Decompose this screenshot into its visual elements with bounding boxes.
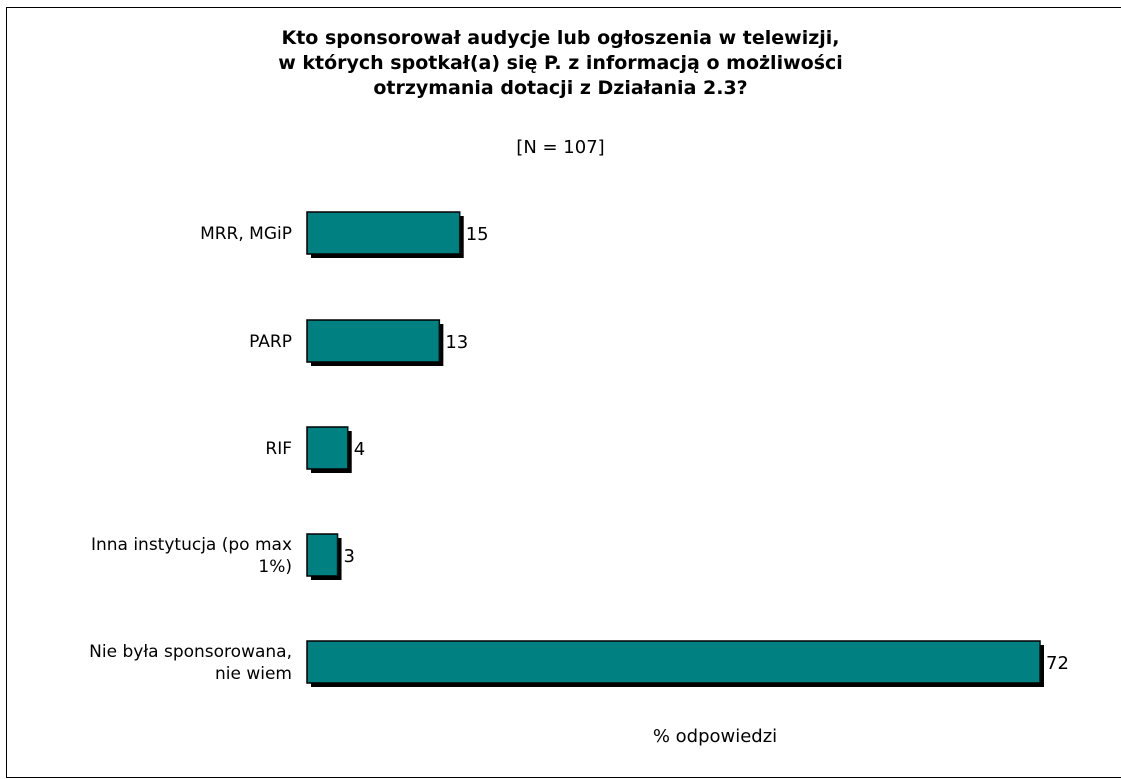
data-label: 3	[344, 546, 355, 567]
bar	[306, 533, 339, 577]
category-label: Nie była sponsorowana,	[89, 642, 292, 662]
data-label: 72	[1046, 653, 1069, 674]
data-label: 15	[466, 224, 489, 245]
bar	[306, 319, 441, 363]
category-label: MRR, MGiP	[200, 224, 292, 244]
chart-title-line-2: w których spotkał(a) się P. z informacją…	[278, 52, 843, 74]
category-label: PARP	[249, 332, 292, 352]
bar	[306, 211, 461, 255]
chart-frame	[6, 7, 1121, 778]
category-label: nie wiem	[215, 664, 292, 684]
data-label: 13	[445, 332, 468, 353]
category-label: Inna instytucja (po max	[91, 535, 292, 555]
bar	[306, 640, 1041, 684]
chart-subtitle: [N = 107]	[516, 137, 605, 158]
category-label: 1%)	[258, 557, 292, 577]
category-label: RIF	[265, 439, 292, 459]
chart-title-line-3: otrzymania dotacji z Działania 2.3?	[373, 77, 748, 99]
data-label: 4	[354, 439, 365, 460]
x-axis-label: % odpowiedzi	[653, 726, 777, 747]
bar	[306, 426, 349, 470]
chart-title-line-1: Kto sponsorował audycje lub ogłoszenia w…	[281, 27, 840, 49]
